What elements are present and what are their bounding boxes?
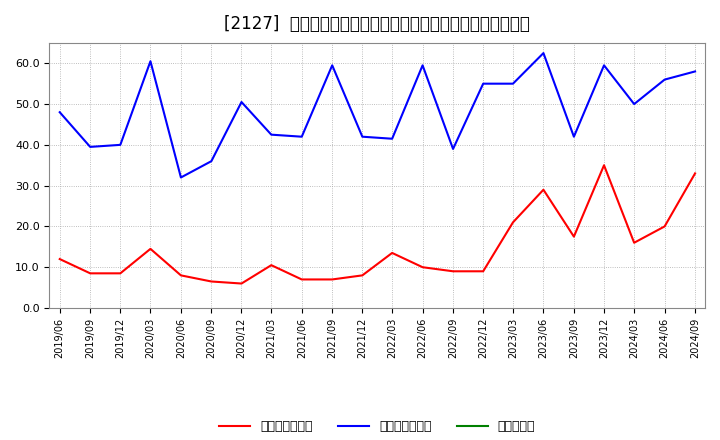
Title: [2127]  売上債権回転率、買入債務回転率、在庫回転率の推移: [2127] 売上債権回転率、買入債務回転率、在庫回転率の推移 xyxy=(225,15,530,33)
Line: 買入債務回転率: 買入債務回転率 xyxy=(60,53,695,177)
Legend: 売上債権回転率, 買入債務回転率, 在庫回転率: 売上債権回転率, 買入債務回転率, 在庫回転率 xyxy=(214,415,541,438)
Line: 売上債権回転率: 売上債権回転率 xyxy=(60,165,695,283)
